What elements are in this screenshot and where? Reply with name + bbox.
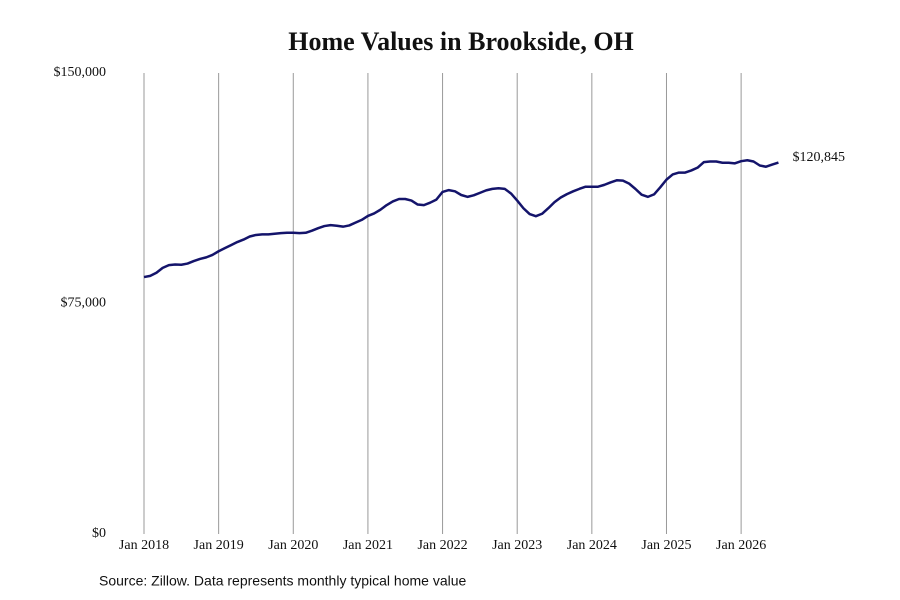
y-tick-label: $150,000 [54,65,107,80]
x-tick-label: Jan 2023 [492,538,542,553]
x-tick-label: Jan 2025 [641,538,691,553]
line [143,159,779,279]
source-note: Source: Zillow. Data represents monthly … [99,573,466,589]
x-tick-label: Jan 2021 [343,538,393,553]
x-tick-label: Jan 2026 [716,538,766,553]
x-tick-label: Jan 2020 [268,538,318,553]
chart-title: Home Values in Brookside, OH [288,27,634,56]
y-tick-label: $0 [92,526,106,541]
x-tick-label: Jan 2022 [417,538,467,553]
end-value-label: $120,845 [792,150,845,165]
x-tick-label: Jan 2018 [119,538,169,553]
x-tick-label: Jan 2019 [194,538,244,553]
y-tick-label: $75,000 [61,296,107,311]
x-tick-label: Jan 2024 [567,538,617,553]
